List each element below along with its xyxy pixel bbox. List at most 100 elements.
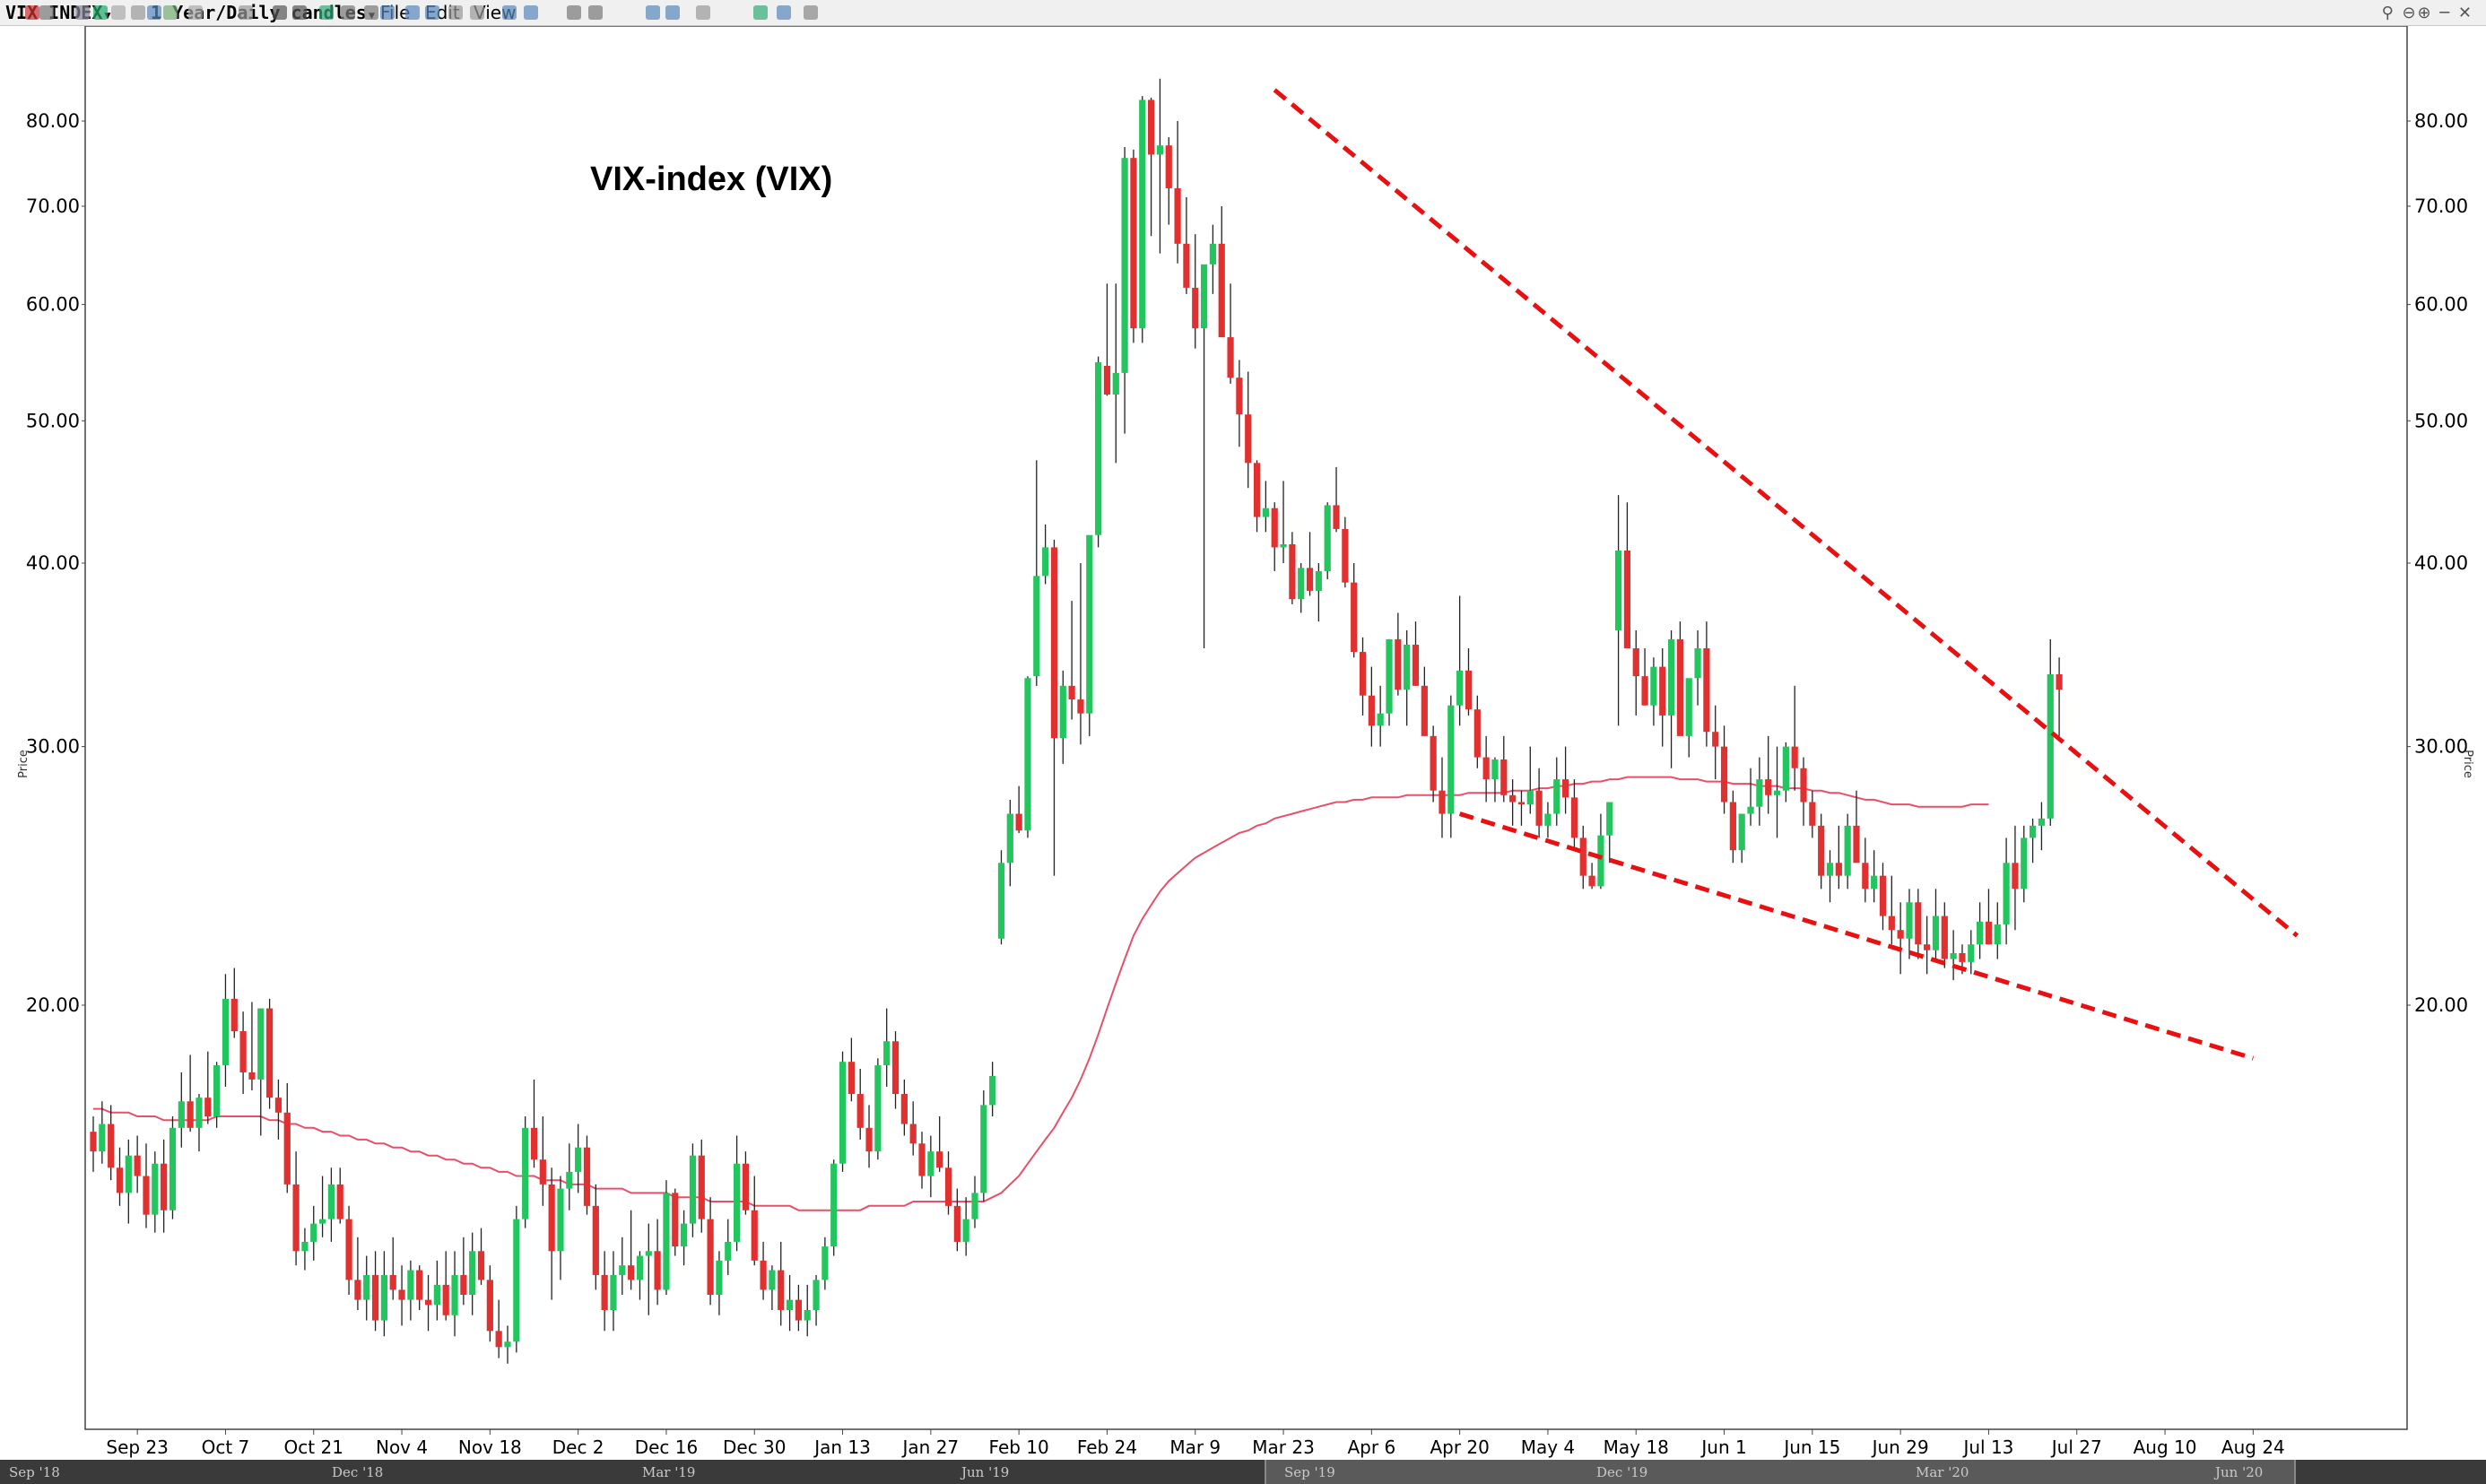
toolbar-tool-icon[interactable] — [448, 5, 463, 20]
candle — [672, 1188, 679, 1256]
toolbar-tool-icon[interactable] — [75, 5, 90, 20]
window-controls[interactable]: ⚲ ⊖⊕ ─ ✕ — [2381, 4, 2473, 22]
candle — [1667, 629, 1675, 768]
candle — [1289, 532, 1296, 604]
toolbar-tool-icon[interactable] — [502, 5, 517, 20]
candle-body — [1209, 243, 1217, 265]
navigator-selection-window[interactable] — [1265, 1460, 2296, 1484]
candle — [1491, 757, 1499, 803]
chart-title: VIX-index (VIX) — [590, 161, 832, 198]
candle-body — [839, 1062, 847, 1164]
navigator-label: Sep '19 — [1284, 1464, 1335, 1480]
toolbar-tool-icon[interactable] — [646, 5, 660, 20]
toolbar-tool-icon[interactable] — [239, 5, 253, 20]
y-tick-label: 60.00 — [26, 294, 80, 316]
candle-body — [1729, 802, 1736, 851]
navigator-label: Dec '18 — [332, 1464, 384, 1480]
toolbar-tool-icon[interactable] — [93, 5, 108, 20]
toolbar-tool-icon[interactable] — [163, 5, 178, 20]
toolbar-tool-icon[interactable] — [147, 5, 161, 20]
toolbar-tool-icon[interactable] — [405, 5, 420, 20]
candle-body — [760, 1260, 767, 1290]
candle-body — [566, 1171, 573, 1189]
candle — [1553, 757, 1560, 826]
candle-body — [283, 1112, 291, 1185]
trendline[interactable] — [1273, 88, 2299, 938]
candle — [1412, 621, 1420, 686]
candle-body — [2038, 818, 2046, 826]
y-tick-label-right: 70.00 — [2414, 195, 2468, 217]
candle — [971, 1176, 978, 1228]
candle-body — [874, 1065, 882, 1152]
candle-body — [1765, 779, 1772, 795]
candle-body — [1430, 735, 1437, 791]
candle-body — [1835, 863, 1842, 876]
candle-body — [1809, 802, 1816, 826]
candle-body — [1676, 638, 1683, 736]
toolbar-tool-icon[interactable] — [364, 5, 378, 20]
toolbar-tool-icon[interactable] — [567, 5, 581, 20]
toolbar-tool-icon[interactable] — [804, 5, 818, 20]
candle — [460, 1237, 467, 1306]
candle-body — [1773, 790, 1781, 795]
candle — [230, 968, 238, 1038]
toolbar-tool-icon[interactable] — [777, 5, 791, 20]
candle-body — [1395, 638, 1402, 690]
candle — [962, 1197, 969, 1256]
x-tick-label: Nov 18 — [458, 1436, 522, 1458]
candle — [1888, 875, 1895, 945]
candle — [196, 1094, 203, 1152]
toolbar-tool-icon[interactable] — [39, 5, 54, 20]
toolbar-tool-icon[interactable] — [273, 5, 287, 20]
candle — [1994, 902, 2001, 959]
candle-body — [1015, 813, 1022, 831]
candle-body — [143, 1176, 150, 1215]
candle — [152, 1151, 159, 1233]
candle — [1421, 666, 1428, 736]
candle — [1835, 825, 1842, 890]
candle-body — [345, 1219, 352, 1280]
candle — [1606, 802, 1613, 863]
toolbar-tool-icon[interactable] — [111, 5, 126, 20]
toolbar-tool-icon[interactable] — [470, 5, 484, 20]
trendline[interactable] — [1458, 811, 2255, 1061]
toolbar-tool-icon[interactable] — [588, 5, 603, 20]
x-tick-label: Feb 24 — [1077, 1436, 1137, 1458]
candle — [1659, 647, 1666, 747]
toolbar-tool-icon[interactable] — [25, 5, 39, 20]
candle-body — [327, 1184, 335, 1219]
toolbar-tool-icon[interactable] — [753, 5, 768, 20]
candle — [874, 1058, 882, 1160]
toolbar-tool-icon[interactable] — [131, 5, 145, 20]
candle-body — [663, 1193, 670, 1290]
toolbar-tool-icon[interactable] — [341, 5, 355, 20]
toolbar-tool-icon[interactable] — [380, 5, 395, 20]
toolbar-tool-icon[interactable] — [665, 5, 680, 20]
toolbar-tool-icon[interactable] — [319, 5, 334, 20]
toolbar-tool-icon[interactable] — [696, 5, 710, 20]
candle — [522, 1116, 529, 1228]
candle — [663, 1180, 670, 1295]
toolbar-tool-icon[interactable] — [524, 5, 538, 20]
candle — [1632, 629, 1639, 716]
candle — [636, 1251, 644, 1300]
candle — [178, 1072, 185, 1148]
candle — [1712, 705, 1719, 780]
candle — [530, 1079, 538, 1168]
candle — [601, 1251, 608, 1332]
candle — [918, 1132, 926, 1189]
candle-body — [1553, 779, 1560, 814]
candle — [1456, 595, 1464, 726]
candle-body — [1103, 365, 1111, 395]
candle — [1306, 532, 1314, 596]
chart-toolbar: VIX INDEX▼ 1 Year/Daily candles▼ File Ed… — [0, 0, 2486, 26]
toolbar-tool-icon[interactable] — [188, 5, 203, 20]
y-tick-label-right: 60.00 — [2414, 294, 2468, 316]
candle-body — [1570, 797, 1578, 838]
toolbar-tool-icon[interactable] — [292, 5, 307, 20]
toolbar-tool-icon[interactable] — [425, 5, 439, 20]
candle — [90, 1116, 97, 1172]
candle-body — [239, 1031, 247, 1072]
candle-body — [1703, 647, 1710, 733]
price-chart[interactable]: 20.00 30.00 40.00 50.00 60.00 70.00 80.00 20.0… — [0, 26, 2486, 1459]
